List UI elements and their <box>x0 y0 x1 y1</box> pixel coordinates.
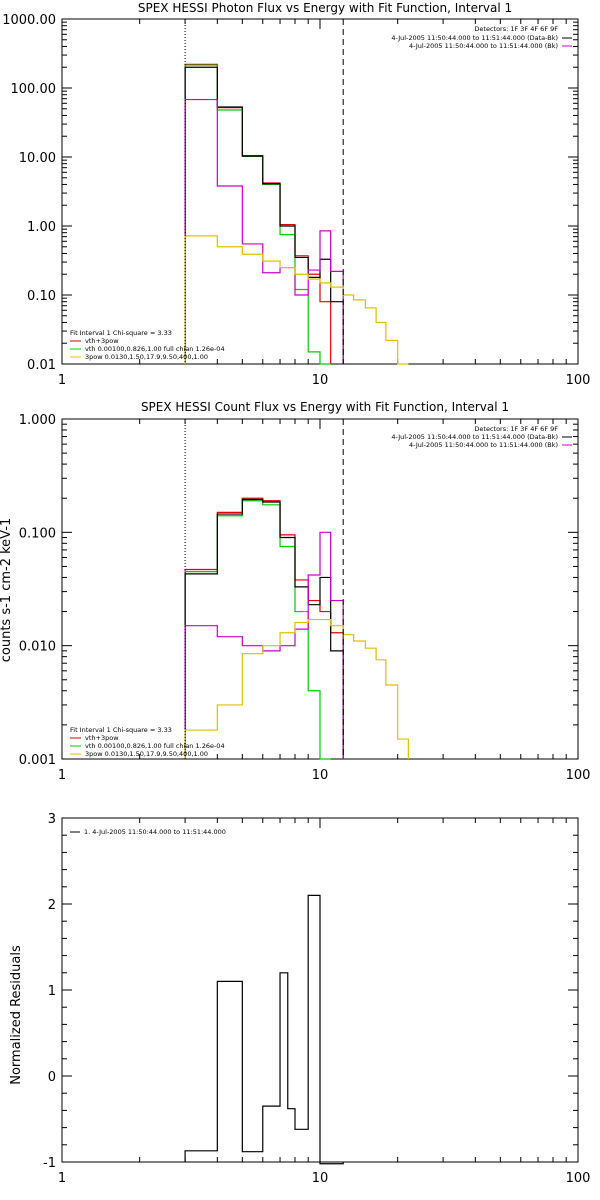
count-flux-x-tick-label: 10 <box>312 768 329 783</box>
count-flux-series-3 <box>184 531 344 759</box>
residuals-y-tick-label: 1 <box>48 984 56 999</box>
photon-flux-y-tick-label: 10.00 <box>19 151 56 166</box>
photon-flux-title: SPEX HESSI Photon Flux vs Energy with Fi… <box>138 1 512 15</box>
count-flux-panel: SPEX HESSI Count Flux vs Energy with Fit… <box>0 400 590 783</box>
count-flux-y-tick-label: 0.100 <box>19 526 56 541</box>
photon-flux-axis-ticks: 1 10 100 0.01 0.10 1.00 10.00 100.00 1000.00 <box>2 13 590 388</box>
photon-flux-legend-right: Detectors: 1F 3F 4F 6F 9F 4-Jul-2005 11:… <box>391 25 572 50</box>
count-flux-legend-3pow: 3pow 0.0130,1.50,17.9,9.50,400,1.00 <box>85 750 208 758</box>
count-flux-legend-right: Detectors: 1F 3F 4F 6F 9F 4-Jul-2005 11:… <box>391 425 572 449</box>
residuals-y-tick-label: 0 <box>48 1070 56 1085</box>
photon-flux-y-tick-label: 1.00 <box>27 220 56 235</box>
residuals-x-tick-label: 1 <box>58 1171 66 1186</box>
photon-flux-x-tick-label: 100 <box>566 373 591 388</box>
count-flux-series-4 <box>184 618 409 759</box>
photon-flux-legend-3pow: 3pow 0.0130,1.50,17.9,9.50,400,1.00 <box>85 353 208 361</box>
count-flux-fit-header: Fit Interval 1 Chi-square = 3.33 <box>70 726 172 734</box>
count-flux-x-tick-label: 100 <box>566 768 591 783</box>
photon-flux-fit-header: Fit Interval 1 Chi-square = 3.33 <box>70 329 172 337</box>
photon-flux-detectors-label: Detectors: 1F 3F 4F 6F 9F <box>474 25 558 33</box>
residuals-axis-ticks: 1 10 100 -1 0 1 2 3 <box>43 812 590 1186</box>
count-flux-detectors-label: Detectors: 1F 3F 4F 6F 9F <box>474 425 558 433</box>
photon-flux-series-2 <box>184 66 344 364</box>
residuals-x-tick-label: 10 <box>312 1171 329 1186</box>
photon-flux-series-3 <box>184 98 344 364</box>
count-flux-x-tick-label: 1 <box>58 768 66 783</box>
residuals-series <box>184 894 344 1165</box>
count-flux-series-2 <box>184 498 344 759</box>
count-flux-legend-entry-databk: 4-Jul-2005 11:50:44.000 to 11:51:44.000 … <box>391 433 558 441</box>
photon-flux-x-tick-label: 1 <box>58 373 66 388</box>
count-flux-title: SPEX HESSI Count Flux vs Energy with Fit… <box>141 400 509 414</box>
count-flux-axis-ticks: 1 10 100 0.001 0.010 0.100 1.000 <box>19 413 591 783</box>
count-flux-series-1 <box>184 500 331 760</box>
count-flux-legend-left: Fit Interval 1 Chi-square = 3.33 vth+3po… <box>70 726 225 758</box>
photon-flux-legend-entry-bk: 4-Jul-2005 11:50:44.000 to 11:51:44.000 … <box>409 42 558 50</box>
photon-flux-y-tick-label: 0.10 <box>27 289 56 304</box>
count-flux-legend-entry-bk: 4-Jul-2005 11:50:44.000 to 11:51:44.000 … <box>409 441 558 449</box>
residuals-y-tick-label: 3 <box>48 812 56 827</box>
residuals-series-0 <box>184 894 344 1165</box>
count-flux-legend-total: vth+3pow <box>85 734 119 742</box>
count-flux-legend-vth: vth 0.00100,0.826,1.00 full chian 1.26e-… <box>85 742 225 750</box>
residuals-y-axis-label: Normalized Residuals <box>9 945 24 1085</box>
residuals-legend-entry: 1. 4-Jul-2005 11:50:44.000 to 11:51:44.0… <box>84 828 226 836</box>
count-flux-y-axis-label: counts s-1 cm-2 keV-1 <box>0 518 14 663</box>
photon-flux-series <box>184 63 409 365</box>
count-flux-y-tick-label: 0.010 <box>19 640 56 655</box>
photon-flux-series-0 <box>184 63 332 364</box>
photon-flux-series-1 <box>184 64 331 365</box>
count-flux-series-0 <box>184 497 344 759</box>
photon-flux-legend-total: vth+3pow <box>85 337 119 345</box>
photon-flux-y-tick-label: 1000.00 <box>2 13 56 28</box>
photon-flux-legend-vth: vth 0.00100,0.826,1.00 full chian 1.26e-… <box>85 345 225 353</box>
count-flux-series <box>184 497 409 760</box>
residuals-y-tick-label: -1 <box>43 1156 56 1171</box>
photon-flux-legend-entry-databk: 4-Jul-2005 11:50:44.000 to 11:51:44.000 … <box>391 34 558 42</box>
residuals-x-tick-label: 100 <box>566 1171 591 1186</box>
count-flux-y-tick-label: 1.000 <box>19 413 56 428</box>
photon-flux-x-tick-label: 10 <box>312 373 329 388</box>
count-flux-y-tick-label: 0.001 <box>19 753 56 768</box>
residuals-legend: 1. 4-Jul-2005 11:50:44.000 to 11:51:44.0… <box>70 828 226 836</box>
residuals-y-tick-label: 2 <box>48 898 56 913</box>
count-flux-range-markers <box>184 419 344 759</box>
residuals-panel: Normalized Residuals 1 10 100 -1 0 1 2 3 1. 4-J… <box>9 812 590 1186</box>
photon-flux-y-tick-label: 100.00 <box>11 82 57 97</box>
photon-flux-plot-frame <box>61 18 579 365</box>
photon-flux-y-tick-label: 0.01 <box>27 358 56 373</box>
photon-flux-series-4 <box>184 235 409 365</box>
photon-flux-panel: SPEX HESSI Photon Flux vs Energy with Fi… <box>2 1 590 388</box>
photon-flux-range-markers <box>184 19 344 364</box>
photon-flux-legend-left: Fit Interval 1 Chi-square = 3.33 vth+3po… <box>70 329 225 361</box>
